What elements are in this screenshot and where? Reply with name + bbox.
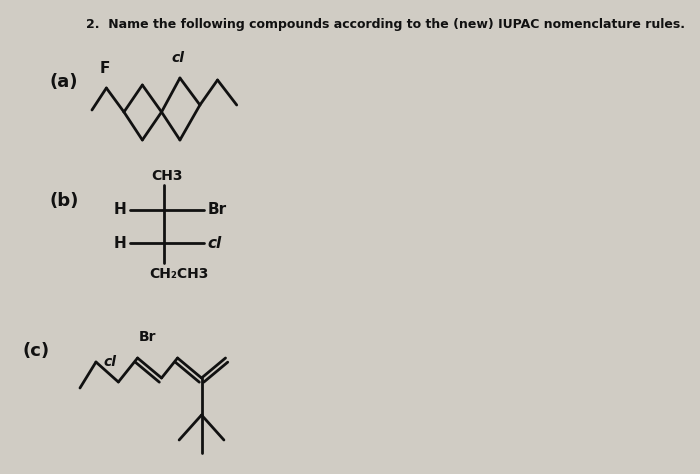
Text: cl: cl (172, 51, 185, 65)
Text: Br: Br (139, 330, 157, 344)
Text: H: H (113, 202, 127, 218)
Text: H: H (113, 236, 127, 250)
Text: Br: Br (207, 202, 226, 218)
Text: (a): (a) (50, 73, 78, 91)
Text: cl: cl (104, 355, 117, 369)
Text: CH₂CH3: CH₂CH3 (150, 267, 209, 281)
Text: (c): (c) (22, 342, 50, 360)
Text: F: F (99, 61, 110, 76)
Text: CH3: CH3 (151, 169, 183, 183)
Text: 2.  Name the following compounds according to the (new) IUPAC nomenclature rules: 2. Name the following compounds accordin… (86, 18, 685, 31)
Text: cl: cl (207, 236, 221, 250)
Text: (b): (b) (50, 192, 79, 210)
